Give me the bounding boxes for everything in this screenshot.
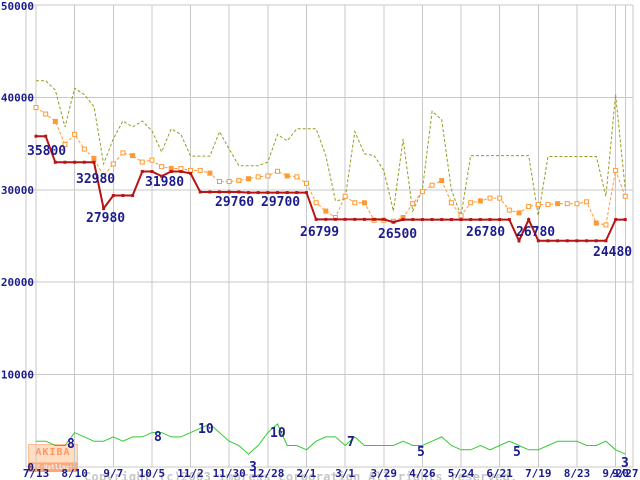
y-tick-label: 20000 (1, 276, 34, 289)
gridlines (25, 4, 634, 468)
y-axis-labels: 0 10000 20000 30000 40000 50000 (1, 0, 34, 474)
x-tick-label: 9/20 (602, 467, 629, 480)
price-annotation: 29700 (261, 195, 300, 210)
x-tick-label: 10/5 (139, 467, 166, 480)
x-tick-label: 11/2 (177, 467, 204, 480)
x-tick-label: 7/13 (23, 467, 50, 480)
y-tick-label: 10000 (1, 369, 34, 382)
x-tick-label: 6/21 (486, 467, 513, 480)
min-price-line (36, 135, 626, 244)
price-annotation: 26799 (300, 225, 339, 240)
x-tick-label: 11/30 (213, 467, 246, 480)
x-axis-labels: 7/13 8/10 9/7 10/5 11/2 11/30 12/28 2/1 3/1 3/29 4… (23, 467, 639, 480)
price-annotation: 32980 (76, 172, 115, 187)
shop-count-line (36, 423, 626, 455)
price-annotation: 24480 (593, 245, 632, 260)
x-tick-label: 8/10 (61, 467, 88, 480)
copyright-watermark: Copyright (c)2003 impress corporation Al… (84, 445, 518, 480)
x-tick-label: 5/24 (448, 467, 475, 480)
max-price-line (36, 80, 626, 218)
x-tick-label: 2/1 (297, 467, 317, 480)
avg-price-markers (33, 105, 628, 228)
y-tick-label: 50000 (1, 0, 34, 13)
price-annotation: 26500 (378, 227, 417, 242)
x-tick-label: 9/27 (612, 467, 639, 480)
copyright-line-1: Copyright (c)2003 impress corporation Al… (84, 470, 518, 480)
x-tick-label: 12/28 (251, 467, 284, 480)
shop-count-annotation: 10 (270, 426, 286, 441)
price-annotation: 31980 (145, 175, 184, 190)
shop-count-annotation: 3 (621, 456, 629, 471)
price-annotation: 27980 (86, 211, 125, 226)
shop-count-annotations: 8 8 10 3 10 7 5 5 3 (67, 422, 629, 475)
x-tick-label: 4/26 (409, 467, 436, 480)
y-tick-label: 40000 (1, 91, 34, 104)
shop-count-annotation: 3 (249, 460, 257, 475)
shop-count-annotation: 8 (67, 437, 75, 452)
shop-count-annotation: 5 (417, 445, 425, 460)
y-tick-label: 0 (27, 461, 34, 474)
x-tick-label: 8/23 (564, 467, 591, 480)
shop-count-annotation: 7 (347, 435, 355, 450)
x-tick-label: 9/7 (103, 467, 123, 480)
price-annotation: 35800 (27, 144, 66, 159)
x-tick-label: 3/29 (371, 467, 398, 480)
y-tick-label: 30000 (1, 184, 34, 197)
x-tick-label: 3/1 (335, 467, 355, 480)
price-annotation: 26780 (516, 225, 555, 240)
shop-count-annotation: 8 (154, 430, 162, 445)
x-tick-label: 7/19 (525, 467, 552, 480)
price-annotation: 26780 (466, 225, 505, 240)
price-annotation: 29760 (215, 195, 254, 210)
min-price-markers (34, 134, 627, 243)
shop-count-annotation: 10 (198, 422, 214, 437)
shop-count-annotation: 5 (513, 445, 521, 460)
